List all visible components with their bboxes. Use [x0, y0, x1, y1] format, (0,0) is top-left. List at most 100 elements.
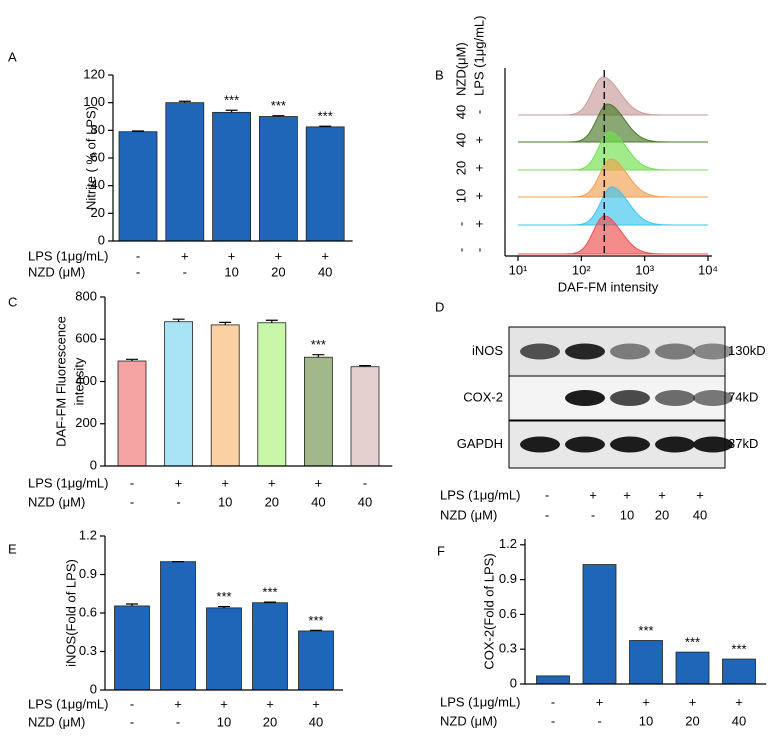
condition-value: -	[591, 507, 595, 522]
condition-value: 10	[224, 264, 238, 279]
y-axis-label: Nitrite ( % of LPS)	[83, 106, 98, 210]
bar	[629, 640, 663, 685]
bar	[536, 675, 570, 685]
y-tick-label: 0.3	[499, 641, 517, 656]
y-tick-label: 0.9	[499, 571, 517, 586]
y-axis-label: iNOS(Fold of LPS)	[63, 559, 78, 667]
condition-value: +	[689, 694, 697, 709]
significance: ***	[216, 589, 231, 604]
error-bar	[219, 321, 232, 325]
error-bar	[218, 605, 230, 608]
bar	[257, 322, 287, 467]
error-bar	[264, 601, 276, 603]
y-tick-label: 0	[90, 681, 97, 696]
band	[565, 436, 605, 453]
bar	[212, 111, 252, 242]
x-tick-label: 10¹	[509, 262, 528, 277]
y-tick-label: 40	[91, 177, 105, 192]
protein-label: GAPDH	[457, 436, 503, 451]
nzd-label: 40	[453, 133, 468, 147]
bar	[114, 605, 150, 691]
panel-letter: E	[8, 541, 17, 556]
error-bar	[172, 318, 185, 322]
error-bar	[126, 358, 138, 362]
y-tick-label: 120	[83, 66, 105, 81]
lps-label: +	[471, 164, 486, 172]
bar	[252, 602, 288, 691]
nzd-label: -	[453, 248, 468, 252]
band	[655, 436, 695, 453]
y-tick-label: 0	[90, 457, 97, 472]
condition-label: LPS (1μg/mL)	[440, 694, 520, 709]
error-bar	[310, 629, 322, 631]
condition-value: +	[275, 248, 283, 263]
condition-value: +	[596, 694, 604, 709]
condition-value: -	[183, 264, 187, 279]
bar	[298, 630, 334, 691]
nzd-label: 10	[453, 189, 468, 203]
condition-value: -	[545, 487, 549, 502]
y-tick-label: 1.2	[79, 527, 97, 542]
band	[693, 390, 733, 406]
condition-value: -	[136, 264, 140, 279]
significance: ***	[318, 109, 333, 124]
y-tick-label: 20	[91, 205, 105, 220]
y-axis-label: DAF-FM Fluorescence	[53, 316, 68, 447]
histogram	[518, 215, 708, 255]
condition-value: +	[315, 475, 323, 490]
condition-value: 40	[732, 713, 746, 728]
condition-value: 40	[358, 494, 372, 509]
condition-value: +	[268, 475, 276, 490]
condition-value: +	[658, 487, 666, 502]
significance: ***	[262, 585, 277, 600]
bar	[303, 356, 333, 467]
condition-value: 10	[218, 494, 232, 509]
histogram	[518, 158, 708, 198]
bar	[258, 116, 298, 242]
condition-value: 20	[271, 264, 285, 279]
x-tick-label: 10⁴	[698, 262, 718, 277]
condition-value: +	[174, 696, 182, 711]
bar	[117, 360, 147, 467]
bar	[206, 607, 242, 691]
condition-value: -	[130, 714, 134, 729]
condition-value: +	[735, 694, 743, 709]
condition-value: +	[181, 248, 189, 263]
significance: ***	[731, 641, 746, 656]
row-header: LPS (1μg/mL)	[471, 16, 486, 96]
condition-label: LPS (1μg/mL)	[28, 248, 108, 263]
bar	[675, 651, 710, 685]
y-tick-label: 0.3	[79, 643, 97, 658]
panel-letter: A	[8, 49, 17, 64]
condition-label: NZD (μM)	[440, 507, 497, 522]
panel-letter: F	[437, 543, 445, 558]
condition-value: -	[551, 713, 555, 728]
condition-value: 20	[655, 507, 669, 522]
error-bar	[126, 603, 138, 606]
band	[610, 343, 650, 360]
panel-letter: C	[8, 294, 17, 309]
condition-value: +	[696, 487, 704, 502]
condition-value: -	[136, 248, 140, 263]
y-tick-label: 0	[510, 675, 517, 690]
y-tick-label: 0	[98, 232, 105, 247]
row-header: NZD(μM)	[453, 42, 468, 96]
protein-label: iNOS	[472, 343, 503, 358]
condition-value: -	[597, 713, 601, 728]
condition-value: 10	[217, 714, 231, 729]
y-axis-label: intensity	[71, 357, 86, 405]
condition-value: +	[220, 696, 228, 711]
nzd-label: 40	[453, 105, 468, 119]
y-tick-label: 600	[75, 331, 97, 346]
histogram	[518, 103, 708, 143]
bar	[210, 324, 240, 467]
y-tick-label: 0.6	[79, 604, 97, 619]
condition-value: -	[545, 507, 549, 522]
error-bar	[265, 319, 278, 323]
lps-label: -	[471, 248, 486, 252]
y-tick-label: 200	[75, 415, 97, 430]
condition-value: 20	[263, 714, 277, 729]
band	[565, 390, 605, 406]
lps-label: +	[471, 192, 486, 200]
y-tick-label: 800	[75, 288, 97, 303]
